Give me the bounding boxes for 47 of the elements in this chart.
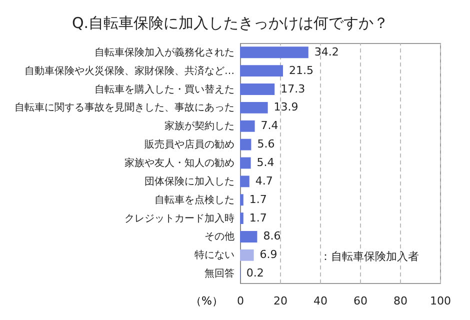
data-label: 1.7 — [249, 192, 267, 206]
data-label: 7.4 — [260, 119, 278, 132]
bar — [240, 176, 250, 188]
y-tick-label: 団体保険に加入した — [144, 175, 234, 188]
annotation: ：自転車保険加入者 — [320, 250, 419, 263]
data-label: 1.7 — [249, 211, 267, 224]
bar — [240, 138, 252, 150]
y-tick-label: 自転車に関する事故を見聞きした、事故にあった — [14, 102, 234, 114]
y-tick-label: 自動車保険や火災保険、家財保険、共済など… — [24, 64, 234, 77]
bar — [240, 120, 255, 132]
bar — [240, 194, 244, 206]
bar — [240, 84, 275, 95]
y-tick-label: 無回答 — [204, 268, 234, 280]
y-tick-label: 販売員や店員の勧め — [144, 138, 234, 151]
x-tick-label: 40 — [314, 294, 328, 308]
bar — [240, 212, 244, 224]
chart-title: Q.自転車保険に加入したきっかけは何ですか？ — [72, 14, 389, 32]
x-tick-label: 0 — [237, 294, 244, 308]
x-tick-label: 20 — [274, 294, 288, 308]
x-tick-label: 80 — [394, 294, 408, 308]
data-label: 0.2 — [246, 266, 264, 280]
y-tick-label: クレジットカード加入時 — [124, 212, 234, 224]
y-tick-label: 家族が契約した — [164, 120, 234, 132]
y-tick-label: 特にない — [194, 249, 234, 262]
data-label: 21.5 — [289, 64, 314, 77]
bar — [240, 46, 308, 58]
y-tick-label: その他 — [204, 230, 234, 243]
bar — [240, 157, 251, 169]
data-label: 34.2 — [314, 45, 339, 58]
bar — [240, 102, 268, 114]
x-tick-label: 100 — [430, 294, 451, 308]
data-label: 6.9 — [260, 248, 278, 262]
y-tick-label: 自転車保険加入が義務化された — [94, 46, 234, 58]
data-label: 4.7 — [255, 174, 273, 188]
x-axis-title: （%） — [190, 294, 223, 308]
data-label: 17.3 — [280, 82, 306, 96]
y-tick-label: 自転車を購入した・買い替えた — [94, 83, 234, 96]
data-label: 13.9 — [274, 100, 298, 114]
y-tick-label: 家族や友人・知人の勧め — [124, 157, 234, 169]
x-tick-label: 60 — [354, 294, 368, 308]
bar — [240, 231, 258, 242]
data-label: 5.4 — [256, 156, 274, 169]
bar — [240, 249, 254, 261]
data-label: 8.6 — [263, 230, 281, 243]
y-tick-label: 自転車を点検した — [154, 194, 234, 206]
bar — [240, 65, 283, 77]
data-label: 5.6 — [257, 138, 275, 151]
